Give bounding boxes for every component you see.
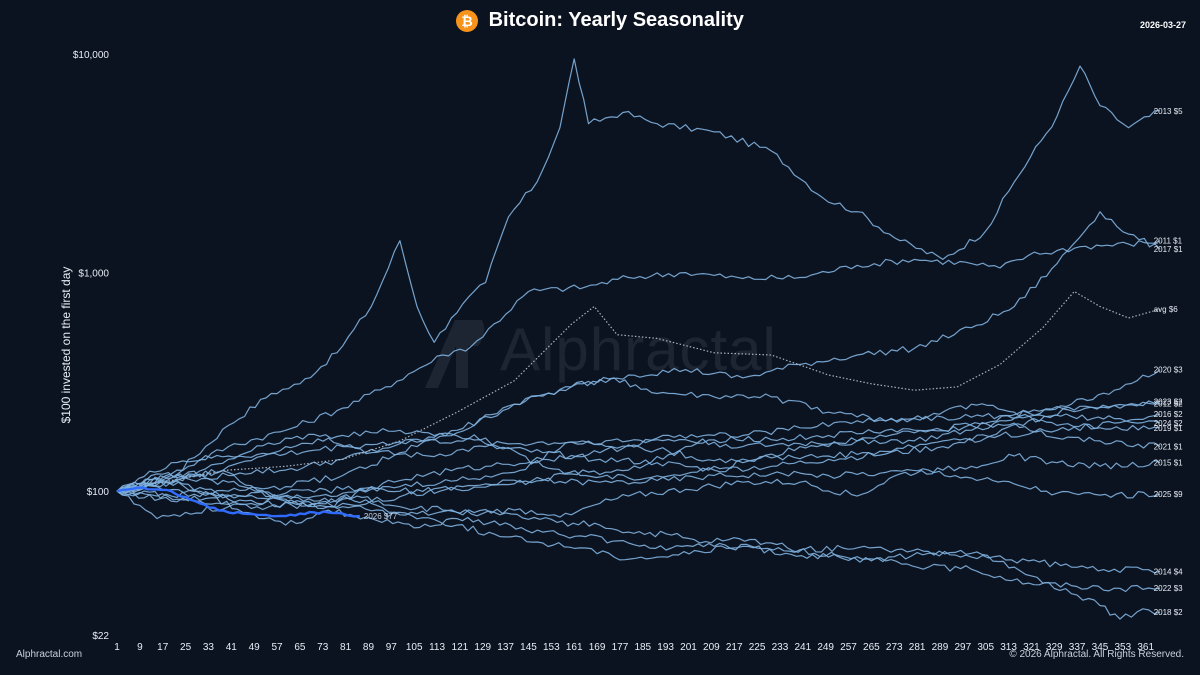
x-tick-label: 193 xyxy=(657,642,674,653)
series-end-label: avg $6 xyxy=(1154,305,1179,314)
x-tick-label: 329 xyxy=(1046,642,1063,653)
x-tick-label: 177 xyxy=(612,642,629,653)
chart-title: Bitcoin: Yearly Seasonality xyxy=(488,9,744,31)
alphractal-logo-icon xyxy=(425,320,485,388)
bitcoin-icon: ₿ xyxy=(456,9,479,32)
x-tick-label: 241 xyxy=(794,642,811,653)
series-end-label: 2011 $1 xyxy=(1154,237,1183,246)
x-tick-label: 265 xyxy=(863,642,880,653)
series-line-2025 xyxy=(116,468,1161,509)
x-tick-label: 305 xyxy=(977,642,994,653)
series-end-label: 2024 $2 xyxy=(1154,419,1183,428)
x-tick-label: 137 xyxy=(497,642,514,653)
series-end-label: 2026 $77 xyxy=(364,512,398,521)
x-tick-label: 169 xyxy=(589,642,606,653)
series-end-label: 2016 $2 xyxy=(1154,410,1183,419)
x-tick-label: 257 xyxy=(840,642,857,653)
x-tick-label: 289 xyxy=(932,642,949,653)
series-end-label: 2022 $3 xyxy=(1154,584,1183,593)
series-end-label: 2020 $3 xyxy=(1154,366,1183,375)
x-tick-label: 321 xyxy=(1023,642,1040,653)
series-line-2016 xyxy=(116,413,1161,503)
title-row: ₿ Bitcoin: Yearly Seasonality xyxy=(0,9,1200,32)
series-line-2026 xyxy=(116,486,360,518)
series-line-2019 xyxy=(116,376,1161,499)
footer-site: Alphractal.com xyxy=(16,649,83,660)
series-line-2018 xyxy=(116,477,1161,620)
series-line-avg xyxy=(116,290,1161,492)
y-tick-label: $1,000 xyxy=(78,269,109,280)
x-tick-label: 113 xyxy=(429,642,445,653)
x-tick-label: 281 xyxy=(909,642,926,653)
date-stamp: 2026-03-27 xyxy=(1139,20,1186,30)
series-line-2023 xyxy=(117,400,1161,492)
series-end-label: 2017 $1 xyxy=(1154,245,1183,254)
y-axis: $10,000 $1,000 $100 $22 xyxy=(73,50,110,642)
series-end-label: 2015 $1 xyxy=(1154,459,1183,468)
x-tick-label: 65 xyxy=(294,642,306,653)
x-tick-label: 121 xyxy=(452,642,469,653)
x-tick-label: 105 xyxy=(406,642,423,653)
series-line-2013 xyxy=(116,58,1161,492)
x-tick-label: 185 xyxy=(634,642,651,653)
y-axis-label: $100 invested on the first day xyxy=(59,267,73,424)
x-tick-label: 97 xyxy=(386,642,398,653)
series-line-2017 xyxy=(116,211,1161,492)
series-end-label: 2019 $1 xyxy=(1154,424,1183,433)
x-tick-label: 81 xyxy=(340,642,352,653)
x-tick-label: 353 xyxy=(1115,642,1132,653)
series-line-2020 xyxy=(116,369,1161,510)
x-tick-label: 201 xyxy=(680,642,697,653)
x-tick-label: 345 xyxy=(1092,642,1109,653)
x-tick-label: 73 xyxy=(317,642,329,653)
x-tick-label: 217 xyxy=(726,642,743,653)
series-line-2021 xyxy=(116,421,1161,493)
series-end-label: 2018 $2 xyxy=(1154,608,1183,617)
x-tick-label: 1 xyxy=(114,642,120,653)
x-tick-label: 9 xyxy=(137,642,143,653)
x-tick-label: 145 xyxy=(520,642,537,653)
series-end-label: 2013 $5 xyxy=(1154,107,1183,116)
y-tick-label: $10,000 xyxy=(73,50,110,61)
series-line-2024 xyxy=(116,413,1161,493)
series-line-2014 xyxy=(116,472,1161,574)
series-end-label: 2025 $9 xyxy=(1154,490,1183,499)
y-tick-label: $100 xyxy=(87,487,110,498)
x-tick-label: 17 xyxy=(157,642,169,653)
y-tick-label: $22 xyxy=(92,631,109,642)
x-tick-label: 129 xyxy=(474,642,491,653)
x-tick-label: 33 xyxy=(203,642,215,653)
series-end-label: 2014 $4 xyxy=(1154,567,1183,576)
series-line-2011 xyxy=(116,240,1161,493)
x-tick-label: 41 xyxy=(226,642,238,653)
x-tick-label: 337 xyxy=(1069,642,1086,653)
x-tick-label: 89 xyxy=(363,642,375,653)
footer-copyright: © 2026 Alphractal. All Rights Reserved. xyxy=(1009,649,1184,660)
series-end-label: 2021 $1 xyxy=(1154,443,1183,452)
x-tick-label: 233 xyxy=(772,642,789,653)
x-tick-label: 273 xyxy=(886,642,903,653)
x-axis: 1 9 17 25 33 41 49 57 65 73 81 89 97 105 113 121 129 137 1… xyxy=(114,642,1154,653)
series-line-2022 xyxy=(116,490,1161,593)
x-tick-label: 249 xyxy=(817,642,834,653)
series-line-2012 xyxy=(116,401,1161,499)
series-end-label: 2012 $2 xyxy=(1154,399,1183,408)
x-tick-label: 57 xyxy=(271,642,283,653)
x-tick-label: 209 xyxy=(703,642,720,653)
x-tick-label: 161 xyxy=(566,642,583,653)
x-tick-label: 313 xyxy=(1000,642,1017,653)
x-tick-label: 25 xyxy=(180,642,192,653)
series-end-label: 2023 $2 xyxy=(1154,397,1183,406)
x-tick-label: 297 xyxy=(954,642,971,653)
x-tick-label: 153 xyxy=(543,642,560,653)
x-tick-label: 361 xyxy=(1137,642,1154,653)
x-tick-label: 225 xyxy=(749,642,766,653)
x-tick-label: 49 xyxy=(249,642,261,653)
chart-header: ₿ Bitcoin: Yearly Seasonality 2026-03-27 xyxy=(0,0,1200,44)
